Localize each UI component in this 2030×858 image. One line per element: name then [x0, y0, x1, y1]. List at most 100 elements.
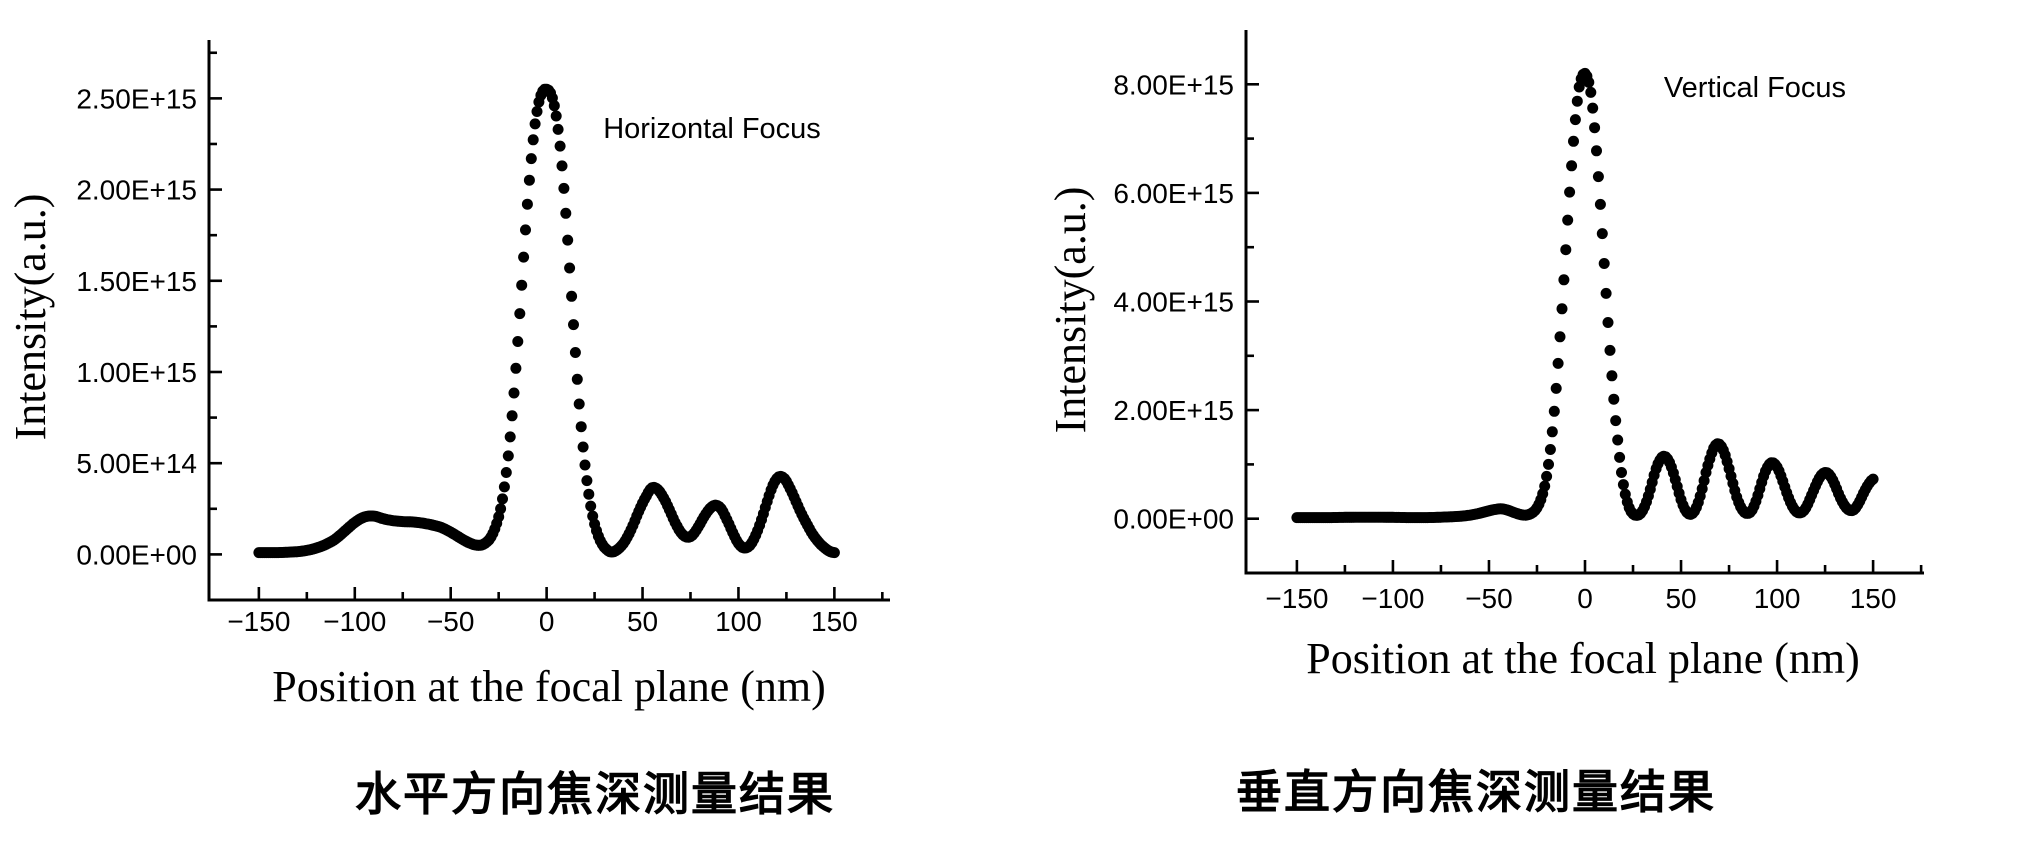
data-point [1550, 382, 1562, 394]
data-point [506, 410, 518, 422]
data-point [495, 503, 507, 515]
y-tick-label: 6.00E+15 [1113, 178, 1234, 209]
x-tick-label: 100 [715, 606, 762, 637]
axis-frame [1244, 30, 1924, 575]
chart-caption: 垂直方向焦深测量结果 [1236, 766, 1716, 818]
data-point [1604, 344, 1616, 356]
data-point [497, 493, 508, 505]
y-tick-label: 1.50E+15 [76, 266, 197, 297]
data-point [575, 421, 587, 433]
data-point [577, 441, 589, 453]
data-point [502, 450, 514, 462]
data-point [525, 153, 537, 165]
data-point [1541, 470, 1553, 482]
data-point [569, 347, 581, 358]
data-point [548, 100, 560, 112]
y-tick-label: 8.00E+15 [1113, 69, 1234, 100]
data-point [1560, 244, 1572, 256]
data-point [1554, 331, 1566, 343]
data-point [1585, 86, 1597, 98]
data-point [1602, 317, 1614, 328]
data-point [579, 459, 591, 471]
axis-frame [207, 40, 890, 602]
data-point [552, 123, 564, 135]
data-point [531, 106, 543, 117]
y-ticks [209, 51, 222, 556]
data-point [562, 234, 574, 246]
series-annotation: Vertical Focus [1664, 72, 1846, 104]
data-point [510, 362, 522, 374]
data-point [585, 500, 597, 512]
data-point [1546, 426, 1558, 438]
y-tick-label: 2.00E+15 [76, 175, 197, 206]
data-point [1591, 145, 1602, 157]
data-point [550, 110, 562, 122]
data-point [568, 319, 579, 331]
x-tick-label: −100 [1361, 583, 1424, 614]
x-tick-labels: −150 −100 −50 0 50 100 150 [1265, 583, 1896, 614]
y-tick-label: 2.00E+15 [1113, 395, 1234, 426]
data-point [573, 398, 585, 410]
data-point [1571, 95, 1583, 107]
data-point [1556, 303, 1568, 315]
data-point [504, 431, 516, 443]
data-point [1596, 228, 1608, 240]
data-point [1587, 102, 1599, 114]
y-tick-label: 1.00E+15 [76, 357, 197, 388]
data-point [571, 373, 583, 385]
data-point [1606, 370, 1618, 382]
horizontal-focus-chart: −150 −100 −50 0 50 100 150 0.00E+00 5.00E+14 1.0… [6, 40, 890, 820]
data-point [554, 140, 566, 152]
data-point [1548, 405, 1560, 417]
y-ticks [1246, 83, 1259, 521]
x-tick-label: 50 [1665, 583, 1696, 614]
data-point [1573, 81, 1585, 93]
data-point [1610, 415, 1622, 427]
chart-caption: 水平方向焦深测量结果 [355, 768, 835, 820]
data-point [1600, 287, 1612, 299]
data-point [1592, 171, 1604, 183]
x-tick-label: −50 [1465, 583, 1513, 614]
x-tick-label: −100 [323, 606, 386, 637]
data-point [1544, 444, 1556, 455]
data-point [1558, 274, 1570, 286]
data-point [1614, 451, 1626, 463]
data-point [1569, 114, 1581, 126]
data-point [512, 336, 524, 347]
data-point [566, 290, 578, 302]
data-point [1698, 475, 1710, 487]
y-tick-labels: 0.00E+00 5.00E+14 1.00E+15 1.50E+15 2.00E+15… [76, 83, 197, 570]
data-point [520, 224, 531, 236]
x-tick-label: 0 [539, 606, 555, 637]
data-point [1562, 214, 1574, 226]
data-point [1594, 198, 1606, 210]
data-point [560, 207, 572, 219]
data-point [1617, 479, 1629, 491]
data-point [523, 174, 535, 186]
data-point [1616, 467, 1627, 478]
data-point [1566, 160, 1578, 172]
data-point [1568, 135, 1579, 147]
data-point [1539, 480, 1551, 492]
scatter-series [253, 83, 840, 559]
data-point [1564, 186, 1576, 198]
data-point [564, 262, 576, 274]
data-point [521, 198, 533, 210]
axes [207, 40, 890, 602]
data-point [529, 118, 541, 130]
y-tick-label: 5.00E+14 [76, 448, 197, 479]
y-tick-labels: 0.00E+00 2.00E+15 4.00E+15 6.00E+15 8.00E+15 [1113, 69, 1234, 534]
x-axis-title: Position at the focal plane (nm) [272, 662, 826, 711]
data-point [556, 160, 568, 172]
x-tick-label: 150 [811, 606, 858, 637]
data-point [1589, 122, 1601, 134]
data-point [500, 467, 512, 478]
vertical-focus-chart: −150 −100 −50 0 50 100 150 0.00E+00 2.00E+15 4.0… [1046, 30, 1924, 818]
data-point [1612, 434, 1624, 446]
x-ticks [257, 587, 884, 600]
axes [1244, 30, 1924, 575]
x-tick-label: −50 [427, 606, 475, 637]
y-tick-label: 4.00E+15 [1113, 287, 1234, 318]
